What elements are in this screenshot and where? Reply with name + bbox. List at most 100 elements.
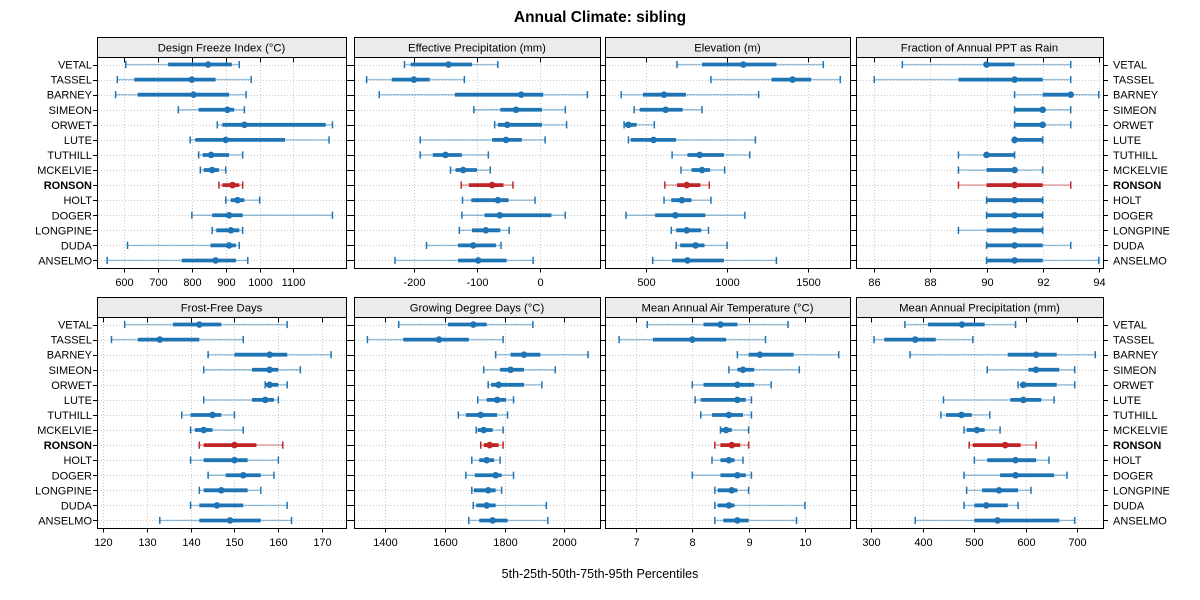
series-longpine [957, 226, 1044, 234]
series-mckelvie [449, 166, 491, 174]
median-dot-50th [231, 456, 238, 464]
series-mckelvie [963, 426, 1001, 434]
station-label-left-simeon-row2: SIMEON [49, 365, 92, 377]
median-dot-50th [520, 351, 528, 358]
series-simeon [177, 106, 246, 114]
median-dot-50th [225, 211, 233, 219]
median-dot-50th [1011, 196, 1018, 204]
axis-tick-label: 1800 [493, 537, 517, 549]
station-label-left-lute-row1: LUTE [64, 135, 92, 147]
series-lute [627, 136, 757, 144]
axis-tick-label: 86 [868, 277, 880, 289]
median-dot-50th [410, 76, 418, 83]
panel-frost-free-days: Frost-Free Days 120 130 140 150 160 170 [93, 297, 351, 549]
median-dot-50th [459, 166, 467, 174]
median-dot-50th [226, 517, 234, 524]
median-dot-50th [1039, 121, 1046, 129]
series-doger [461, 211, 567, 219]
median-dot-50th [725, 502, 733, 509]
series-anselmo [106, 256, 249, 265]
median-dot-50th [435, 336, 443, 343]
panel-strip-title: Growing Degree Days (°C) [410, 303, 545, 315]
axis-tick-label: 1000 [248, 277, 272, 289]
series-holt [711, 456, 744, 464]
series-anselmo [914, 516, 1076, 525]
axis-tick-label: 400 [914, 537, 932, 549]
series-barney [909, 351, 1097, 359]
median-dot-50th [1011, 211, 1018, 219]
axis-tick-label: 900 [217, 277, 235, 289]
panel-fraction-of-annual-ppt-as-rain: Fraction of Annual PPT as Rain 86 88 90 92 94 [852, 37, 1108, 289]
median-dot-50th [725, 411, 733, 419]
series-ronson [460, 181, 514, 189]
axis-tick-label: 88 [924, 277, 936, 289]
series-tuthill [957, 151, 1016, 159]
series-longpine [211, 226, 244, 234]
median-dot-50th [483, 502, 490, 509]
median-dot-50th [1011, 227, 1018, 234]
station-label-left-ronson-row2: RONSON [44, 440, 92, 452]
series-longpine [458, 226, 510, 234]
station-label-right-anselmo-row2: ANSELMO [1113, 515, 1167, 527]
station-label-right-ronson-row2: RONSON [1113, 440, 1161, 452]
panel-strip-title: Effective Precipitation (mm) [408, 43, 546, 55]
station-label-left-duda-row2: DUDA [61, 500, 93, 512]
station-label-left-ronson-row1: RONSON [44, 180, 92, 192]
median-dot-50th [213, 502, 221, 509]
series-ronson [479, 441, 504, 449]
median-dot-50th [227, 227, 235, 234]
series-barney [114, 91, 247, 99]
median-dot-50th [672, 211, 679, 219]
median-dot-50th [225, 242, 233, 249]
series-ronson [198, 441, 284, 449]
panel-frame [354, 317, 601, 529]
median-dot-50th [445, 61, 452, 68]
median-dot-50th [660, 91, 668, 98]
median-dot-50th [739, 366, 747, 374]
station-label-left-doger-row2: DOGER [52, 470, 92, 482]
median-dot-50th [734, 471, 741, 479]
median-dot-50th [958, 321, 966, 328]
median-dot-50th [789, 76, 796, 83]
series-duda [472, 501, 548, 509]
station-label-right-duda-row2: DUDA [1113, 500, 1145, 512]
series-tassel [710, 76, 842, 84]
station-label-left-vetal-row1: VETAL [58, 60, 92, 72]
median-dot-50th [1011, 166, 1018, 174]
median-dot-50th [204, 61, 212, 68]
axis-tick-label: -100 [466, 277, 488, 289]
axis-tick-label: 300 [862, 537, 880, 549]
panel-effective-precipitation-mm: Effective Precipitation (mm) -200 -100 0 [350, 37, 605, 289]
series-anselmo [651, 256, 778, 265]
station-label-left-doger-row1: DOGER [52, 210, 92, 222]
series-simeon [986, 366, 1076, 374]
series-mckelvie [199, 166, 227, 174]
median-dot-50th [483, 456, 490, 464]
series-lute [1011, 136, 1044, 144]
median-dot-50th [678, 196, 686, 204]
median-dot-50th [495, 381, 502, 389]
axis-tick-label: 130 [138, 537, 156, 549]
median-dot-50th [512, 106, 520, 114]
series-holt [461, 196, 536, 204]
series-tassel [365, 76, 466, 84]
series-tuthill [181, 411, 236, 419]
figure-title: Annual Climate: sibling [514, 9, 686, 26]
axis-tick-label: 160 [269, 537, 287, 549]
series-vetal [901, 60, 1072, 69]
station-label-right-tuthill-row1: TUTHILL [1113, 150, 1158, 162]
median-dot-50th [469, 242, 477, 249]
panel-growing-degree-days-c: Growing Degree Days (°C) 1400 1600 1800 2000 [350, 297, 605, 549]
median-dot-50th [208, 166, 216, 174]
series-orwet [493, 121, 568, 129]
median-dot-50th [502, 136, 510, 144]
station-label-left-orwet-row1: ORWET [51, 120, 92, 132]
median-dot-50th [190, 91, 197, 98]
series-duda [189, 501, 288, 509]
series-tuthill [671, 151, 751, 159]
median-dot-50th [217, 487, 225, 494]
series-longpine [714, 486, 750, 494]
series-tassel [366, 336, 504, 344]
series-simeon [482, 366, 557, 374]
station-label-left-tassel-row1: TASSEL [51, 75, 92, 87]
